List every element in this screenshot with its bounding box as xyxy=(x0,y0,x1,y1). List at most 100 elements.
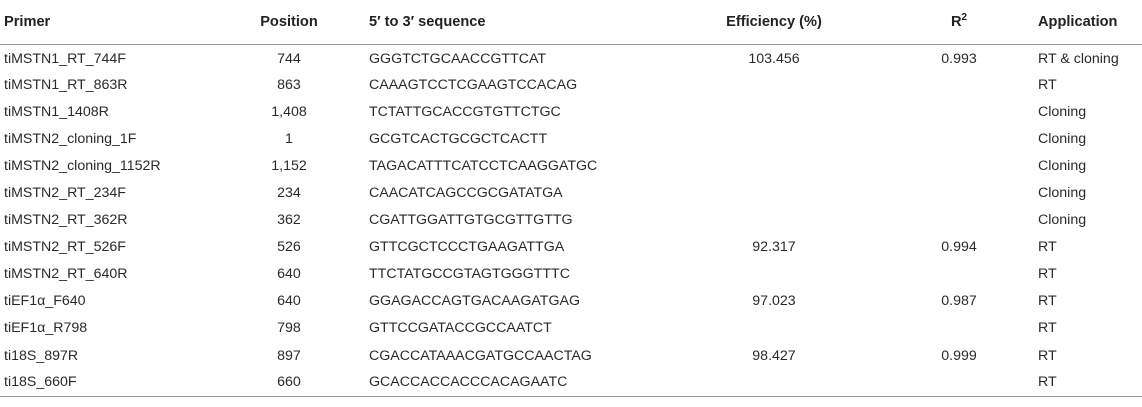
cell-position: 660 xyxy=(214,369,364,397)
table-row: tiMSTN2_cloning_1F 1 GCGTCACTGCGCTCACTT Clo… xyxy=(0,125,1142,152)
cell-r2: 0.993 xyxy=(941,51,977,68)
header-row: Primer Position 5′ to 3′ sequence Effici… xyxy=(0,0,1142,45)
table-row: tiMSTN2_RT_640R 640 TTCTATGCCGTAGTGGGTTTC R… xyxy=(0,261,1142,288)
cell-efficiency xyxy=(664,207,884,234)
cell-primer: tiMSTN1_RT_863R xyxy=(4,76,128,93)
cell-primer: tiEF1α_R798 xyxy=(4,320,88,337)
header-r2-superscript: 2 xyxy=(961,11,968,23)
table-row: tiEF1α_F640 640 GGAGACCAGTGACAAGATGAG 97.02… xyxy=(0,288,1142,315)
cell-primer: tiMSTN1_1408R xyxy=(4,103,109,120)
cell-r2 xyxy=(884,261,1034,288)
cell-application: Cloning xyxy=(1038,212,1087,229)
cell-r2 xyxy=(884,369,1034,397)
cell-sequence: CGATTGGATTGTGCGTTGTTG xyxy=(369,212,573,229)
cell-position: 526 xyxy=(277,239,301,256)
cell-efficiency xyxy=(664,261,884,288)
cell-primer: tiMSTN2_RT_362R xyxy=(4,212,128,229)
cell-r2: 0.987 xyxy=(941,293,977,310)
header-r2-base: R xyxy=(950,13,962,30)
cell-application: RT xyxy=(1038,347,1057,364)
cell-application: RT xyxy=(1038,293,1057,310)
cell-primer: tiMSTN2_cloning_1152R xyxy=(4,157,161,174)
cell-position: 1,152 xyxy=(271,157,307,174)
cell-application: Cloning xyxy=(1038,103,1087,120)
cell-r2 xyxy=(884,125,1034,152)
table-row: tiMSTN1_RT_744F 744 GGGTCTGCAACCGTTCAT 103.… xyxy=(0,44,1142,71)
cell-sequence: CGACCATAAACGATGCCAACTAG xyxy=(369,347,592,364)
cell-sequence: TCTATTGCACCGTGTTCTGC xyxy=(369,103,561,120)
cell-sequence: TTCTATGCCGTAGTGGGTTTC xyxy=(369,266,570,283)
primer-table: Primer Position 5′ to 3′ sequence Effici… xyxy=(0,0,1142,397)
cell-sequence: TAGACATTTCATCCTCAAGGATGC xyxy=(369,157,598,174)
cell-application: RT xyxy=(1034,369,1142,397)
header-sequence: 5′ to 3′ sequence xyxy=(364,0,664,45)
cell-efficiency xyxy=(664,98,884,125)
cell-r2 xyxy=(884,98,1034,125)
cell-r2: 0.994 xyxy=(941,239,977,256)
cell-primer: ti18S_660F xyxy=(0,369,214,397)
table-row: tiEF1α_R798 798 GTTCCGATACCGCCAATCT RT xyxy=(0,315,1142,342)
cell-application: Cloning xyxy=(1038,130,1087,147)
cell-r2 xyxy=(884,207,1034,234)
table-row: ti18S_897R 897 CGACCATAAACGATGCCAACTAG 98.4… xyxy=(0,342,1142,369)
cell-position: 1 xyxy=(285,130,293,147)
cell-primer: tiMSTN2_RT_640R xyxy=(4,266,128,283)
cell-efficiency: 97.023 xyxy=(752,293,796,310)
cell-r2 xyxy=(884,315,1034,342)
header-primer: Primer xyxy=(0,0,214,45)
cell-application: RT xyxy=(1038,320,1057,337)
header-application: Application xyxy=(1034,0,1142,45)
table-row: tiMSTN2_RT_234F 234 CAACATCAGCCGCGATATGA Cl… xyxy=(0,179,1142,206)
cell-primer: tiMSTN2_cloning_1F xyxy=(4,130,137,147)
table-row: tiMSTN2_RT_362R 362 CGATTGGATTGTGCGTTGTTG C… xyxy=(0,207,1142,234)
cell-application: RT & cloning xyxy=(1038,51,1119,68)
cell-sequence: CAACATCAGCCGCGATATGA xyxy=(369,185,563,202)
header-r2: R2 xyxy=(884,0,1034,45)
table-row: tiMSTN2_cloning_1152R 1,152 TAGACATTTCATCC… xyxy=(0,152,1142,179)
cell-primer: tiEF1α_F640 xyxy=(4,293,86,310)
cell-application: Cloning xyxy=(1038,185,1087,202)
cell-efficiency: 103.456 xyxy=(748,51,800,68)
table-row: tiMSTN1_RT_863R 863 CAAAGTCCTCGAAGTCCACAG R… xyxy=(0,71,1142,98)
cell-sequence: GTTCCGATACCGCCAATCT xyxy=(369,320,552,337)
cell-r2 xyxy=(884,152,1034,179)
cell-r2 xyxy=(884,71,1034,98)
cell-application: Cloning xyxy=(1038,157,1087,174)
cell-sequence: GGAGACCAGTGACAAGATGAG xyxy=(369,293,581,310)
cell-position: 1,408 xyxy=(271,103,307,120)
cell-efficiency: 98.427 xyxy=(752,347,796,364)
cell-primer: ti18S_897R xyxy=(4,347,79,364)
cell-efficiency xyxy=(664,315,884,342)
cell-position: 640 xyxy=(277,293,301,310)
cell-r2 xyxy=(884,179,1034,206)
cell-sequence: GCACCACCACCCACAGAATC xyxy=(364,369,664,397)
cell-position: 863 xyxy=(277,76,301,93)
table-header: Primer Position 5′ to 3′ sequence Effici… xyxy=(0,0,1142,45)
cell-sequence: GCGTCACTGCGCTCACTT xyxy=(369,130,548,147)
cell-position: 234 xyxy=(277,185,301,202)
cell-position: 362 xyxy=(277,212,301,229)
header-efficiency: Efficiency (%) xyxy=(664,0,884,45)
cell-primer: tiMSTN2_RT_234F xyxy=(4,185,126,202)
cell-position: 897 xyxy=(277,347,301,364)
cell-application: RT xyxy=(1038,76,1057,93)
cell-primer: tiMSTN2_RT_526F xyxy=(4,239,126,256)
cell-position: 798 xyxy=(277,320,301,337)
header-position: Position xyxy=(214,0,364,45)
cell-efficiency xyxy=(664,125,884,152)
cell-application: RT xyxy=(1038,239,1057,256)
table-row: tiMSTN1_1408R 1,408 TCTATTGCACCGTGTTCTGC Cl… xyxy=(0,98,1142,125)
cell-efficiency: 92.317 xyxy=(752,239,796,256)
cell-sequence: CAAAGTCCTCGAAGTCCACAG xyxy=(369,76,578,93)
cell-sequence: GTTCGCTCCCTGAAGATTGA xyxy=(369,239,565,256)
cell-application: RT xyxy=(1038,266,1057,283)
cell-primer: tiMSTN1_RT_744F xyxy=(4,51,126,68)
cell-position: 744 xyxy=(277,51,301,68)
table-row: ti18S_660F 660 GCACCACCACCCACAGAATC RT xyxy=(0,369,1142,397)
cell-r2: 0.999 xyxy=(941,347,977,364)
cell-sequence: GGGTCTGCAACCGTTCAT xyxy=(369,51,547,68)
cell-efficiency xyxy=(664,179,884,206)
table-body: tiMSTN1_RT_744F 744 GGGTCTGCAACCGTTCAT 103.… xyxy=(0,44,1142,397)
table-row: tiMSTN2_RT_526F 526 GTTCGCTCCCTGAAGATTGA 92… xyxy=(0,234,1142,261)
